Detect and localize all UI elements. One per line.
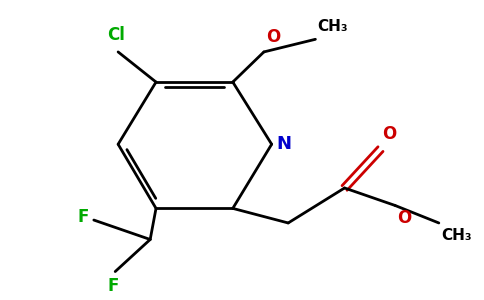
Text: F: F <box>77 208 89 226</box>
Text: N: N <box>276 135 291 153</box>
Text: F: F <box>107 278 119 296</box>
Text: O: O <box>397 209 411 227</box>
Text: O: O <box>382 125 397 143</box>
Text: CH₃: CH₃ <box>441 228 471 243</box>
Text: Cl: Cl <box>107 26 125 44</box>
Text: O: O <box>266 28 280 46</box>
Text: CH₃: CH₃ <box>318 20 348 34</box>
